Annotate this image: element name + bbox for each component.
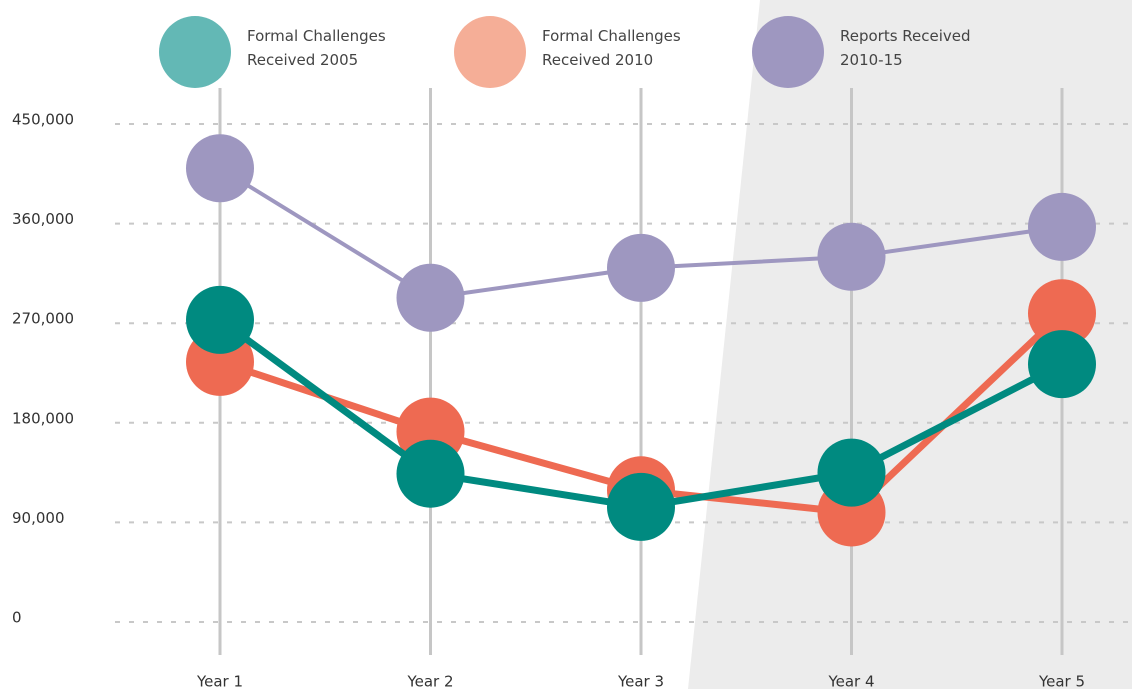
y-tick-label: 450,000 [12, 111, 74, 129]
point [396, 439, 465, 508]
legend-swatch [159, 16, 231, 88]
x-tick-label: Year 2 [406, 673, 453, 689]
point [817, 222, 886, 291]
point [186, 285, 254, 354]
legend-swatch [752, 16, 824, 88]
point [607, 472, 675, 541]
y-tick-label: 90,000 [12, 509, 65, 527]
x-tick-label: Year 4 [827, 673, 874, 689]
x-tick-label: Year 3 [617, 673, 664, 689]
background-shade [688, 0, 1132, 689]
point [817, 438, 886, 507]
point [1028, 279, 1096, 348]
y-tick-label: 360,000 [12, 210, 74, 228]
legend-label: Formal Challenges Received 2010 [542, 27, 681, 69]
point [607, 233, 675, 302]
x-tick-label: Year 1 [196, 673, 243, 689]
y-tick-label: 0 [12, 609, 22, 627]
y-tick-label: 270,000 [12, 310, 74, 328]
y-tick-label: 180,000 [12, 409, 74, 427]
point [1028, 330, 1096, 399]
point [186, 134, 254, 203]
legend-label: Reports Received 2010-15 [840, 27, 971, 69]
point [1028, 192, 1096, 261]
x-tick-label: Year 5 [1038, 673, 1085, 689]
point [396, 263, 465, 332]
legend-label: Formal Challenges Received 2005 [247, 27, 386, 69]
legend-swatch [454, 16, 526, 88]
